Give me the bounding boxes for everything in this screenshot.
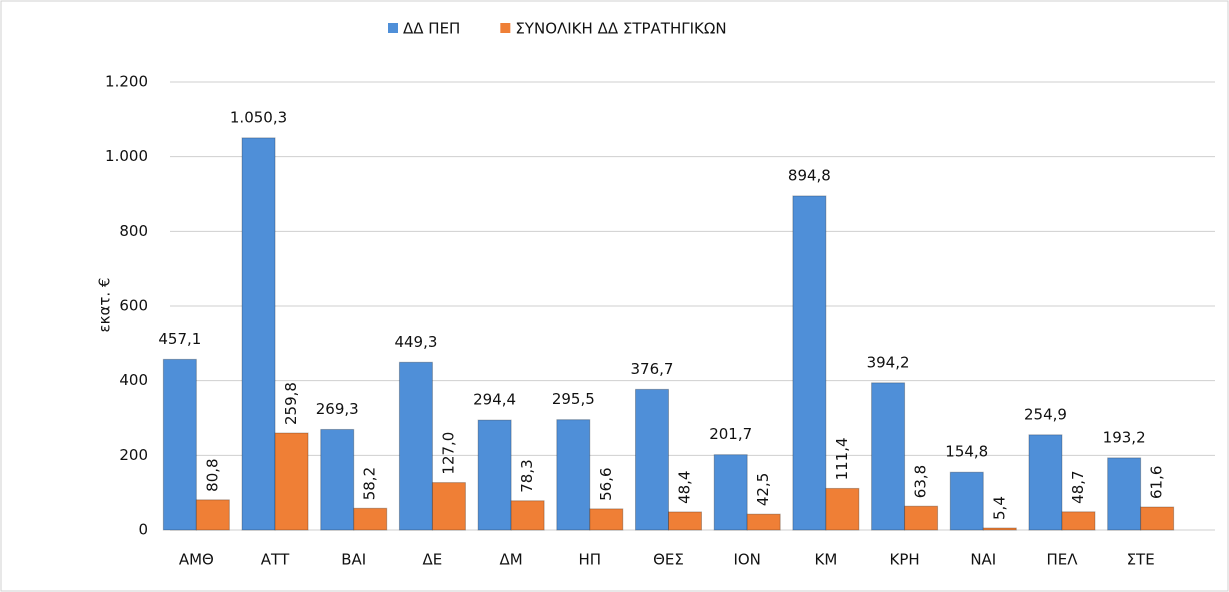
bar (1140, 506, 1175, 531)
y-axis-label: εκατ. € (96, 278, 114, 333)
bar (825, 487, 860, 531)
data-label: 42,5 (754, 473, 772, 506)
x-tick-label: ΑΤΤ (261, 551, 290, 569)
legend-swatch (388, 23, 398, 33)
data-label: 58,2 (361, 467, 379, 500)
data-label: 61,6 (1148, 466, 1166, 499)
data-label: 295,5 (552, 390, 595, 408)
bar (510, 500, 545, 531)
bar (1107, 457, 1142, 531)
data-label: 48,7 (1069, 470, 1087, 503)
data-label: 111,4 (833, 437, 851, 480)
bar (556, 419, 591, 531)
bar (195, 499, 230, 531)
data-label: 78,3 (518, 459, 536, 492)
data-label: 394,2 (867, 353, 910, 371)
legend-label: ΣΥΝΟΛΙΚΗ ΔΔ ΣΤΡΑΤΗΓΙΚΩΝ (515, 20, 726, 38)
bar (274, 432, 309, 531)
x-tick-label: ΙΟΝ (733, 551, 760, 569)
y-tick-label: 800 (119, 222, 148, 240)
bar (635, 388, 669, 531)
data-label: 294,4 (473, 391, 516, 409)
data-label: 154,8 (945, 443, 988, 461)
legend-label: ΔΔ ΠΕΠ (403, 20, 460, 38)
bar (320, 428, 355, 531)
bar (241, 137, 276, 531)
data-label: 457,1 (158, 330, 201, 348)
data-label: 56,6 (597, 467, 615, 500)
x-tick-label: ΝΑΙ (970, 551, 996, 569)
bar (904, 505, 939, 531)
x-tick-label: ΗΠ (579, 551, 602, 569)
bar (431, 482, 466, 531)
bar (949, 471, 984, 531)
x-tick-label: ΠΕΛ (1046, 551, 1078, 569)
y-tick-label: 0 (138, 521, 148, 539)
data-label: 48,4 (676, 471, 694, 504)
y-tick-label: 1.000 (105, 147, 148, 165)
data-label: 254,9 (1024, 405, 1067, 423)
data-label: 193,2 (1103, 428, 1146, 446)
bar (477, 419, 512, 531)
bar (746, 513, 781, 531)
bar (871, 382, 906, 531)
data-label: 1.050,3 (230, 108, 287, 126)
x-tick-label: ΣΤΕ (1127, 551, 1155, 569)
bar (1061, 511, 1096, 531)
data-label: 259,8 (282, 382, 300, 425)
y-tick-label: 600 (119, 297, 148, 315)
data-label: 269,3 (316, 400, 359, 418)
x-tick-label: ΚΡΗ (889, 551, 919, 569)
x-tick-label: ΔΕ (423, 551, 443, 569)
legend-swatch (500, 23, 511, 33)
data-label: 5,4 (990, 496, 1008, 520)
bar (1028, 434, 1063, 531)
bar (353, 507, 388, 531)
bar (982, 527, 1017, 531)
bar (398, 361, 433, 531)
data-label: 449,3 (394, 333, 437, 351)
x-tick-label: ΑΜΘ (179, 551, 214, 569)
bar (162, 358, 197, 531)
bar (668, 511, 702, 531)
bar (713, 454, 748, 531)
bar (792, 195, 827, 531)
data-label: 376,7 (631, 360, 674, 378)
y-tick-label: 1.200 (105, 73, 148, 91)
x-tick-label: ΘΕΣ (653, 551, 684, 569)
y-tick-label: 200 (119, 446, 148, 464)
data-label: 80,8 (203, 458, 221, 491)
data-label: 63,8 (912, 465, 930, 498)
data-label: 127,0 (439, 432, 457, 475)
data-label: 894,8 (788, 166, 831, 184)
x-tick-label: ΔΜ (500, 551, 523, 569)
x-tick-label: ΒΑΙ (341, 551, 366, 569)
x-tick-label: ΚΜ (814, 551, 837, 569)
bar (589, 508, 624, 531)
y-tick-label: 400 (119, 371, 148, 389)
data-label: 201,7 (709, 425, 752, 443)
